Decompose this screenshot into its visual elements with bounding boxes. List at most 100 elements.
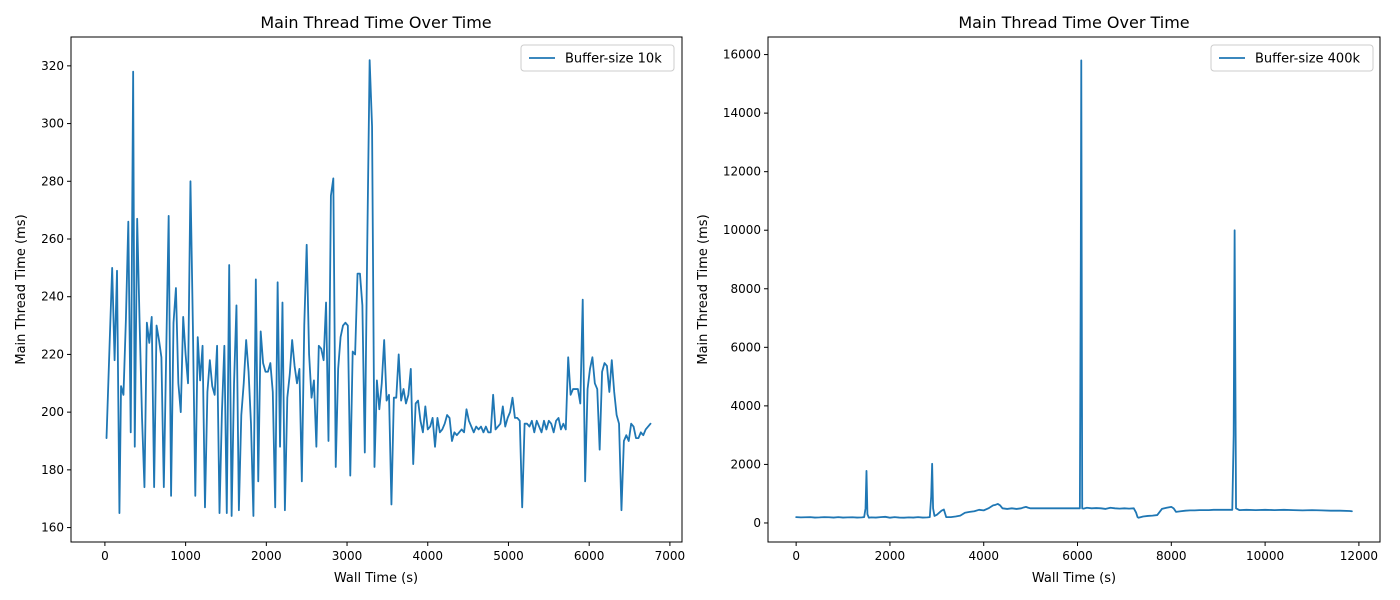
chart-right-data-point bbox=[1147, 515, 1148, 516]
chart-left-data-point bbox=[444, 423, 445, 424]
chart-right-data-point bbox=[1293, 510, 1294, 511]
chart-left-data-point bbox=[306, 244, 307, 245]
chart-left-data-point bbox=[468, 420, 469, 421]
chart-left-data-point bbox=[130, 432, 131, 433]
chart-right-data-point bbox=[889, 517, 890, 518]
chart-left-series-line bbox=[105, 59, 652, 517]
chart-left-data-point bbox=[326, 302, 327, 303]
chart-left-data-point bbox=[175, 288, 176, 289]
chart-left-data-point bbox=[163, 487, 164, 488]
chart-left-data-point bbox=[573, 389, 574, 390]
chart-right-title: Main Thread Time Over Time bbox=[958, 13, 1189, 32]
chart-right-data-point bbox=[1321, 510, 1322, 511]
chart-right-data-point bbox=[1302, 510, 1303, 511]
chart-right-data-point bbox=[1129, 508, 1130, 509]
chart-left-data-point bbox=[352, 351, 353, 352]
chart-left-data-point bbox=[362, 305, 363, 306]
chart-left-data-point bbox=[502, 406, 503, 407]
chart-left-data-point bbox=[280, 446, 281, 447]
chart-left-frame bbox=[70, 36, 683, 543]
chart-left-data-point bbox=[493, 394, 494, 395]
chart-right-data-point bbox=[936, 514, 937, 515]
chart-left-data-point bbox=[631, 423, 632, 424]
chart-left-data-point bbox=[519, 420, 520, 421]
chart-left-data-point bbox=[403, 389, 404, 390]
chart-right-data-point bbox=[1115, 508, 1116, 509]
chart-left-data-point bbox=[246, 340, 247, 341]
chart-right-data-point bbox=[1124, 508, 1125, 509]
chart-left-data-point bbox=[188, 383, 189, 384]
chart-right-data-point bbox=[871, 517, 872, 518]
chart-right-y-tick-label: 4000 bbox=[730, 399, 761, 413]
chart-right-data-point bbox=[1136, 512, 1137, 513]
chart-left-data-point bbox=[449, 417, 450, 418]
chart-left-data-point bbox=[415, 403, 416, 404]
chart-left-data-point bbox=[142, 417, 143, 418]
chart-right-data-point bbox=[810, 517, 811, 518]
chart-left-data-point bbox=[158, 340, 159, 341]
chart-left-data-point bbox=[478, 429, 479, 430]
chart-left-data-point bbox=[611, 360, 612, 361]
chart-left-data-point bbox=[343, 325, 344, 326]
chart-right-y-tick-label: 2000 bbox=[730, 457, 761, 471]
chart-left-data-point bbox=[340, 337, 341, 338]
chart-left-data-point bbox=[318, 345, 319, 346]
chart-left-data-point bbox=[481, 426, 482, 427]
chart-right-series-line bbox=[795, 59, 1353, 519]
chart-right-data-point bbox=[805, 517, 806, 518]
chart-left-data-point bbox=[420, 420, 421, 421]
chart-left-data-point bbox=[645, 429, 646, 430]
chart-right-data-point bbox=[1021, 508, 1022, 509]
chart-left-data-point bbox=[156, 325, 157, 326]
chart-left-data-point bbox=[471, 426, 472, 427]
chart-left-data-point bbox=[405, 403, 406, 404]
chart-right-x-tick-label: 0 bbox=[792, 549, 800, 563]
chart-left-y-tick-label: 220 bbox=[41, 347, 64, 361]
chart-right-x-tick-label: 8000 bbox=[1156, 549, 1187, 563]
chart-left-data-point bbox=[638, 438, 639, 439]
chart-left-data-point bbox=[238, 510, 239, 511]
chart-left-data-point bbox=[616, 415, 617, 416]
chart-left-data-point bbox=[200, 380, 201, 381]
chart-left-data-point bbox=[427, 429, 428, 430]
chart-left-data-point bbox=[217, 345, 218, 346]
chart-left-data-point bbox=[299, 368, 300, 369]
chart-right-data-point bbox=[997, 503, 998, 504]
chart-right-y-tick-label: 10000 bbox=[723, 223, 761, 237]
chart-left-data-point bbox=[106, 438, 107, 439]
chart-right-plot-area: 0 2000 4000 6000 8000 10000 12000 0 2000 4000 6000… bbox=[723, 48, 1378, 563]
chart-right-data-point bbox=[1002, 508, 1003, 509]
chart-left-data-point bbox=[330, 195, 331, 196]
chart-right-data-point bbox=[1007, 508, 1008, 509]
chart-left-data-point bbox=[139, 322, 140, 323]
chart-right-data-point bbox=[933, 508, 934, 509]
chart-right-data-point bbox=[1222, 509, 1223, 510]
chart-left-data-point bbox=[517, 417, 518, 418]
chart-right-data-point bbox=[960, 515, 961, 516]
chart-left-data-point bbox=[350, 475, 351, 476]
chart-left-data-point bbox=[582, 299, 583, 300]
chart-right: Main Thread Time Over Time 0 2000 4000 6000… bbox=[696, 13, 1381, 586]
chart-right-data-point bbox=[1246, 509, 1247, 510]
chart-left-data-point bbox=[422, 432, 423, 433]
chart-left-data-point bbox=[594, 383, 595, 384]
chart-left-data-point bbox=[297, 383, 298, 384]
chart-left-data-point bbox=[609, 391, 610, 392]
chart-left-data-point bbox=[180, 412, 181, 413]
chart-right-data-point bbox=[1030, 508, 1031, 509]
chart-left-x-axis-label: Wall Time (s) bbox=[334, 571, 418, 586]
chart-left-data-point bbox=[587, 389, 588, 390]
chart-right-data-point bbox=[880, 517, 881, 518]
chart-left-data-point bbox=[563, 423, 564, 424]
chart-left-data-point bbox=[248, 371, 249, 372]
chart-right-x-tick-label: 4000 bbox=[968, 549, 999, 563]
chart-left-data-point bbox=[623, 441, 624, 442]
chart-right-data-point bbox=[1233, 435, 1234, 436]
chart-right-data-point bbox=[1152, 515, 1153, 516]
chart-left-data-point bbox=[359, 273, 360, 274]
chart-left-data-point bbox=[461, 429, 462, 430]
chart-right-data-point bbox=[922, 517, 923, 518]
chart-left-data-point bbox=[345, 322, 346, 323]
chart-left-data-point bbox=[328, 441, 329, 442]
chart-right-data-point bbox=[1236, 508, 1237, 509]
